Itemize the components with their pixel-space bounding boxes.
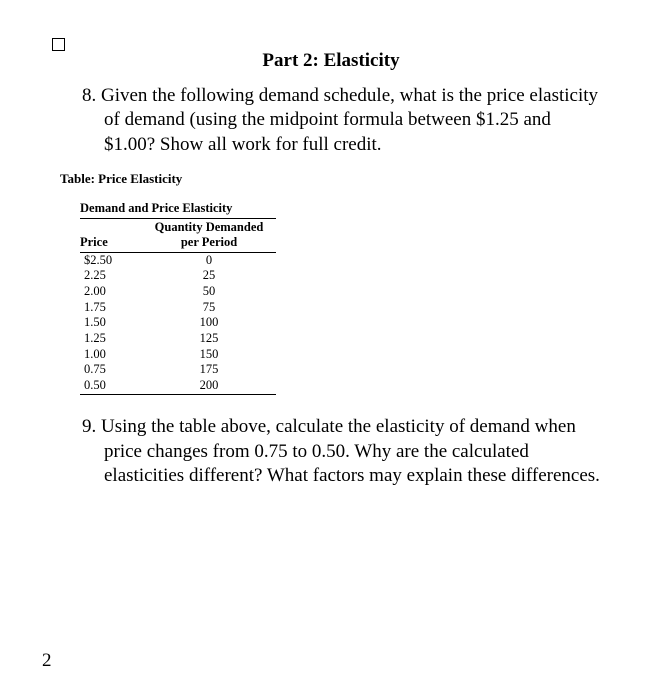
- question-9: 9. Using the table above, calculate the …: [82, 415, 602, 488]
- question-9-text: Using the table above, calculate the ela…: [101, 416, 600, 486]
- price-cell: $2.50: [80, 253, 142, 269]
- qty-cell: 125: [142, 331, 276, 347]
- qty-cell: 75: [142, 300, 276, 316]
- qty-cell: 175: [142, 362, 276, 378]
- table-row: 1.75 75: [80, 300, 602, 316]
- price-cell: 1.50: [80, 315, 142, 331]
- table-title: Demand and Price Elasticity: [80, 201, 276, 219]
- checkbox-icon[interactable]: [52, 38, 65, 51]
- qty-header-line1: Quantity Demanded: [142, 220, 276, 236]
- table-caption: Table: Price Elasticity: [60, 171, 602, 187]
- price-cell: 0.50: [80, 378, 142, 396]
- question-8-text: Given the following demand schedule, wha…: [101, 85, 598, 155]
- qty-cell: 100: [142, 315, 276, 331]
- price-cell: 0.75: [80, 362, 142, 378]
- document-page: Part 2: Elasticity 8. Given the followin…: [0, 0, 662, 488]
- qty-cell: 25: [142, 268, 276, 284]
- qty-cell: 150: [142, 347, 276, 363]
- table-header-row: Price Quantity Demanded per Period: [80, 220, 602, 253]
- question-8-number: 8.: [82, 85, 96, 106]
- table-row: 2.25 25: [80, 268, 602, 284]
- page-number: 2: [42, 650, 52, 672]
- table-row: 0.50 200: [80, 378, 602, 396]
- table-row: 2.00 50: [80, 284, 602, 300]
- table-row: 0.75 175: [80, 362, 602, 378]
- part-title: Part 2: Elasticity: [60, 50, 602, 72]
- table-row: 1.25 125: [80, 331, 602, 347]
- question-8: 8. Given the following demand schedule, …: [82, 84, 602, 157]
- table-header-price: Price: [80, 235, 142, 253]
- qty-header-line2: per Period: [142, 235, 276, 251]
- qty-cell: 200: [142, 378, 276, 396]
- price-cell: 1.75: [80, 300, 142, 316]
- qty-cell: 0: [142, 253, 276, 269]
- price-cell: 1.25: [80, 331, 142, 347]
- table-row: 1.00 150: [80, 347, 602, 363]
- elasticity-table: Demand and Price Elasticity Price Quanti…: [80, 201, 602, 396]
- price-cell: 1.00: [80, 347, 142, 363]
- question-9-number: 9.: [82, 416, 96, 437]
- table-row: 1.50 100: [80, 315, 602, 331]
- table-row: $2.50 0: [80, 253, 602, 269]
- price-cell: 2.25: [80, 268, 142, 284]
- table-header-quantity: Quantity Demanded per Period: [142, 220, 276, 253]
- price-cell: 2.00: [80, 284, 142, 300]
- qty-cell: 50: [142, 284, 276, 300]
